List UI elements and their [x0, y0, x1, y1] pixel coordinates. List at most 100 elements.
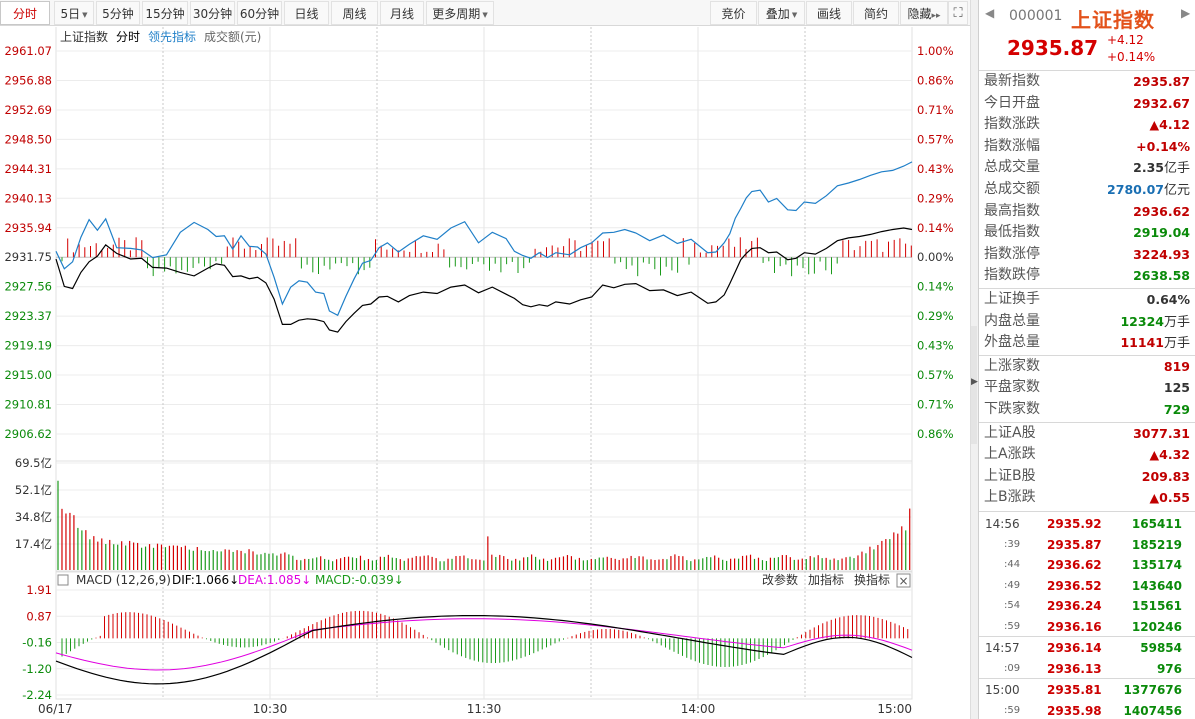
macd-label: MACD (12,26,9) — [76, 573, 171, 587]
next-arrow-icon[interactable]: ▶ — [1181, 6, 1191, 20]
trade-volume: 976 — [1156, 661, 1182, 676]
trade-row: :59 2935.98 1407456 — [979, 701, 1195, 719]
price-tick-label: 2931.75 — [4, 250, 52, 264]
period-button-5[interactable]: 60分钟 — [237, 1, 282, 25]
stat-label: 指数涨幅 — [984, 137, 1040, 154]
fullscreen-icon[interactable]: ⛶ — [948, 1, 968, 25]
volume-unit-label: 成交额(元) — [204, 29, 261, 44]
divider-handle[interactable] — [971, 326, 977, 444]
trade-price: 2936.24 — [1047, 599, 1102, 613]
stat-value-number: 2.35 — [1133, 160, 1164, 176]
stat-label: 指数涨跌 — [984, 116, 1040, 133]
period-button-label: 月线 — [389, 7, 414, 21]
price-tick-label: 2948.50 — [4, 132, 52, 146]
trade-row: :54 2936.24 151561 — [979, 596, 1195, 617]
stat-row: 上证B股 209.83 — [979, 466, 1195, 488]
tool-button-2[interactable]: 画线 — [806, 1, 852, 25]
stat-value-number: 11141 — [1120, 335, 1164, 351]
time-tick-label: 15:00 — [877, 702, 912, 716]
period-button-2[interactable]: 5分钟 — [96, 1, 140, 25]
stat-value-number: 3224.93 — [1133, 246, 1190, 262]
price-line — [55, 227, 913, 333]
trade-price: 2935.81 — [1047, 683, 1102, 697]
stat-value-number: 0.64% — [1146, 292, 1190, 307]
stat-label: 今日开盘 — [984, 94, 1040, 111]
time-tick-label: 14:00 — [681, 702, 716, 716]
stat-value-number: 2932.67 — [1133, 95, 1190, 111]
trade-volume: 143640 — [1131, 578, 1182, 593]
current-price: 2935.87 — [1007, 36, 1099, 60]
stat-row: 下跌家数 729 — [979, 399, 1195, 421]
stat-value-number: 2780.07 — [1107, 182, 1164, 197]
period-button-8[interactable]: 月线 — [380, 1, 424, 25]
tool-button-3[interactable]: 简约 — [853, 1, 899, 25]
panel-separator — [979, 511, 1195, 512]
price-tick-label: 2915.00 — [4, 368, 52, 382]
close-icon[interactable] — [896, 573, 911, 588]
intraday-chart[interactable]: 上证指数 分时 领先指标 成交额(元) 2961.07 1.00% 2956.88 0.86%… — [0, 27, 970, 719]
stat-value: 3224.93 — [1133, 244, 1190, 266]
pct-tick-label: 0.29% — [917, 309, 954, 323]
stat-row: 最高指数 2936.62 — [979, 201, 1195, 223]
price-tick-label: 2961.07 — [4, 44, 52, 58]
period-button-1[interactable]: 5日 ▼ — [54, 1, 94, 25]
trade-time: :44 — [1004, 559, 1021, 570]
panel-separator — [979, 421, 1195, 423]
period-button-0[interactable]: 分时 — [0, 1, 50, 25]
stat-value: 11141万手 — [1120, 332, 1190, 355]
stat-row: 上B涨跌 ▲0.55 — [979, 487, 1195, 509]
chart-mode: 分时 — [116, 30, 140, 44]
stat-label: 内盘总量 — [984, 312, 1040, 329]
panel-separator — [979, 288, 1195, 289]
trade-row: :59 2936.16 120246 — [979, 617, 1195, 638]
tool-button-1[interactable]: 叠加 ▼ — [758, 1, 805, 25]
macd-settings-icon[interactable] — [57, 574, 69, 586]
stat-value: 819 — [1164, 356, 1190, 378]
stat-value-number: 209.83 — [1141, 468, 1190, 484]
price-tick-label: 2952.69 — [4, 103, 52, 117]
period-button-7[interactable]: 周线 — [331, 1, 378, 25]
stat-value-unit: 亿手 — [1163, 161, 1190, 177]
close-glyph: × — [898, 574, 908, 588]
stat-row: 上A涨跌 ▲4.32 — [979, 444, 1195, 466]
macd-tick-label: -1.20 — [22, 662, 52, 676]
trade-time: :59 — [1004, 620, 1021, 632]
pct-tick-label: 0.71% — [917, 103, 954, 117]
pct-tick-label: 0.57% — [917, 132, 954, 146]
time-tick-label: 11:30 — [467, 702, 502, 716]
trade-time: :39 — [1004, 538, 1021, 550]
stat-value: 2936.62 — [1133, 201, 1190, 223]
stat-value-unit: 万手 — [1163, 336, 1190, 352]
stat-label: 上证换手 — [984, 291, 1040, 307]
period-button-label: 分时 — [12, 7, 37, 21]
pct-tick-label: 0.43% — [917, 339, 954, 353]
period-button-label: 5分钟 — [102, 7, 134, 21]
macd-value: MACD:-0.039↓ — [315, 573, 404, 587]
trade-time: 14:57 — [985, 641, 1020, 655]
stat-row: 总成交额 2780.07亿元 — [979, 179, 1195, 201]
stat-row: 指数跌停 2638.58 — [979, 265, 1195, 287]
trade-price: 2935.98 — [1047, 703, 1102, 718]
tool-button-label: 画线 — [816, 7, 841, 21]
stat-label: 最低指数 — [984, 224, 1040, 241]
trade-time: :09 — [1004, 662, 1021, 674]
period-button-9[interactable]: 更多周期 ▼ — [426, 1, 494, 25]
trade-volume: 120246 — [1131, 619, 1182, 634]
stat-value-unit: 万手 — [1163, 314, 1190, 330]
tool-button-label: 简约 — [863, 7, 888, 21]
volume-tick-label: 17.4亿 — [15, 537, 52, 551]
stat-value: 12324万手 — [1120, 311, 1190, 334]
stat-label: 指数跌停 — [984, 267, 1040, 284]
previous-arrow-icon[interactable]: ◀ — [985, 6, 995, 20]
tool-button-0[interactable]: 竞价 — [710, 1, 757, 25]
collapse-arrow-icon[interactable]: ▶ — [971, 377, 978, 387]
period-button-6[interactable]: 日线 — [284, 1, 329, 25]
stat-label: 总成交额 — [984, 181, 1040, 197]
macd-dif-line — [55, 615, 913, 685]
tool-button-label: 隐藏 — [907, 7, 932, 21]
stat-label: 上证B股 — [984, 467, 1036, 484]
tool-button-4[interactable]: 隐藏▸▸ — [900, 1, 948, 25]
period-button-3[interactable]: 15分钟 — [142, 1, 188, 25]
period-button-4[interactable]: 30分钟 — [190, 1, 235, 25]
